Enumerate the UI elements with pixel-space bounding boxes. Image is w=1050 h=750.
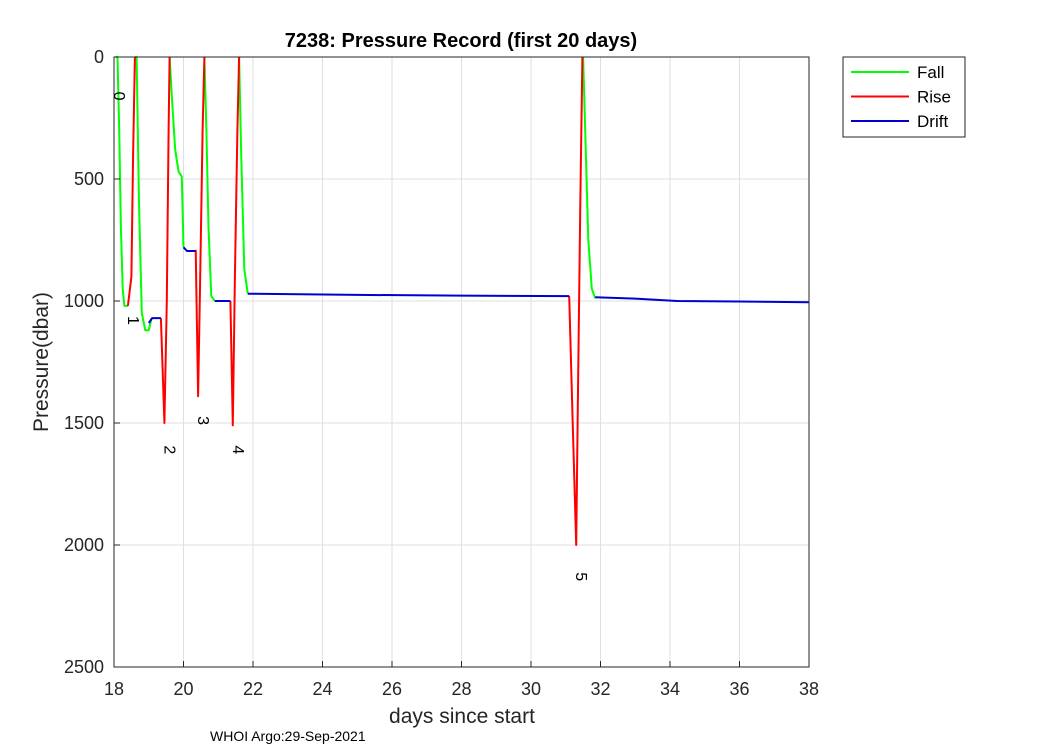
legend-label-drift: Drift <box>917 112 948 131</box>
series-line-rise <box>194 56 206 398</box>
series-line-drift <box>182 246 196 252</box>
x-tick-label: 30 <box>521 679 541 699</box>
footer-credit: WHOI Argo:29-Sep-2021 <box>210 728 366 744</box>
x-tick-label: 38 <box>799 679 819 699</box>
x-tick-label: 32 <box>590 679 610 699</box>
x-tick-label: 34 <box>660 679 680 699</box>
y-tick-label: 500 <box>74 169 104 189</box>
y-tick-label: 1000 <box>64 291 104 311</box>
y-tick-label: 2500 <box>64 657 104 677</box>
series-line-drift <box>247 292 570 298</box>
x-tick-label: 18 <box>104 679 124 699</box>
plot-lines <box>115 56 810 546</box>
profile-label: 0 <box>110 92 127 101</box>
series-line-fall <box>168 56 185 248</box>
series-line-rise <box>159 56 171 424</box>
series-line-rise <box>568 56 584 546</box>
x-tick-label: 22 <box>243 679 263 699</box>
x-tick-label: 36 <box>729 679 749 699</box>
series-line-fall <box>582 56 597 299</box>
profile-label: 5 <box>572 572 589 581</box>
series-line-drift <box>147 317 161 324</box>
x-tick-label: 26 <box>382 679 402 699</box>
series-line-fall <box>238 56 249 294</box>
y-tick-label: 1500 <box>64 413 104 433</box>
y-axis-label: Pressure(dbar) <box>30 292 53 432</box>
x-tick-label: 24 <box>312 679 332 699</box>
legend: Fall Rise Drift <box>842 56 966 138</box>
y-tick-label: 0 <box>94 47 104 67</box>
series-line-rise <box>126 56 136 307</box>
profile-label: 3 <box>194 416 211 425</box>
profile-label: 1 <box>124 316 141 325</box>
legend-label-fall: Fall <box>917 63 944 82</box>
x-tick-label: 20 <box>173 679 193 699</box>
x-tick-label: 28 <box>451 679 471 699</box>
chart-title: 7238: Pressure Record (first 20 days) <box>285 30 637 52</box>
x-axis-label: days since start <box>389 705 535 728</box>
y-axis-ticks: 0 500 1000 1500 2000 2500 <box>64 47 120 677</box>
legend-label-rise: Rise <box>917 88 951 107</box>
series-line-fall <box>203 56 216 302</box>
series-line-drift <box>595 296 810 304</box>
profile-label: 2 <box>160 445 177 454</box>
x-axis-ticks: 18 20 22 24 26 28 30 32 34 36 38 <box>104 661 819 699</box>
series-line-rise <box>229 56 241 427</box>
profile-label: 4 <box>229 445 246 454</box>
y-tick-label: 2000 <box>64 535 104 555</box>
profile-labels: 0 1 2 3 4 5 <box>110 92 589 582</box>
